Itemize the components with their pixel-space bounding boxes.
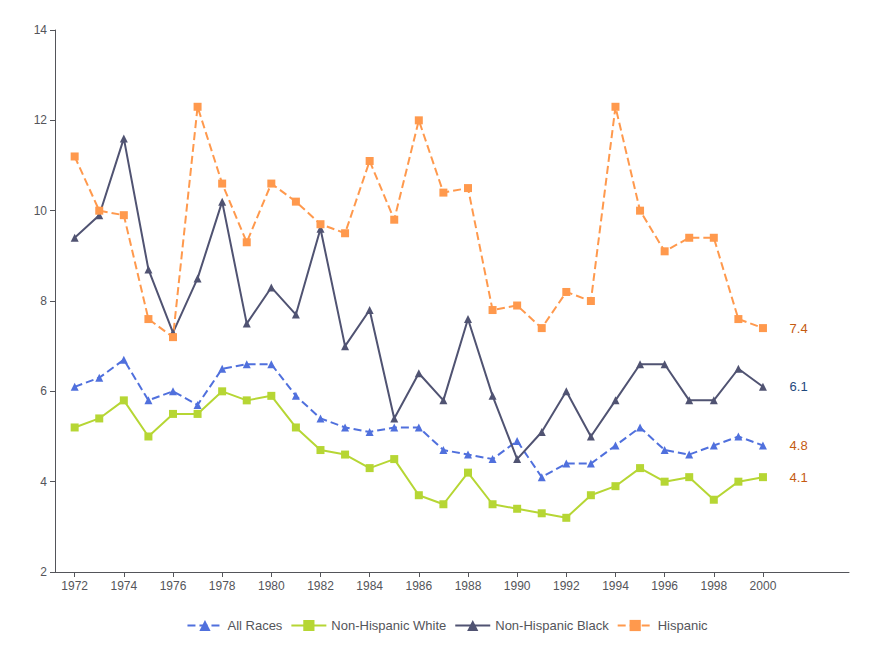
svg-text:1976: 1976	[160, 579, 187, 593]
svg-text:1986: 1986	[405, 579, 432, 593]
svg-text:4.8: 4.8	[790, 438, 808, 453]
svg-text:10: 10	[34, 204, 48, 218]
svg-text:1980: 1980	[258, 579, 285, 593]
svg-text:1992: 1992	[553, 579, 580, 593]
svg-text:Non-Hispanic White: Non-Hispanic White	[331, 618, 446, 633]
svg-text:14: 14	[34, 23, 48, 37]
svg-text:6.1: 6.1	[790, 379, 808, 394]
svg-text:1974: 1974	[110, 579, 137, 593]
svg-text:1972: 1972	[61, 579, 88, 593]
svg-text:1996: 1996	[651, 579, 678, 593]
svg-text:6: 6	[40, 384, 47, 398]
svg-text:12: 12	[34, 113, 48, 127]
svg-text:4: 4	[40, 475, 47, 489]
svg-text:7.4: 7.4	[790, 321, 808, 336]
svg-text:1990: 1990	[504, 579, 531, 593]
svg-text:All Races: All Races	[227, 618, 282, 633]
svg-text:1978: 1978	[209, 579, 236, 593]
svg-text:1984: 1984	[356, 579, 383, 593]
svg-text:Non-Hispanic Black: Non-Hispanic Black	[495, 618, 609, 633]
svg-text:2: 2	[40, 565, 47, 579]
svg-text:8: 8	[40, 294, 47, 308]
svg-text:2000: 2000	[750, 579, 777, 593]
svg-text:1982: 1982	[307, 579, 334, 593]
svg-text:Hispanic: Hispanic	[658, 618, 708, 633]
svg-text:4.1: 4.1	[790, 470, 808, 485]
svg-text:1998: 1998	[700, 579, 727, 593]
svg-text:1988: 1988	[455, 579, 482, 593]
svg-text:1994: 1994	[602, 579, 629, 593]
